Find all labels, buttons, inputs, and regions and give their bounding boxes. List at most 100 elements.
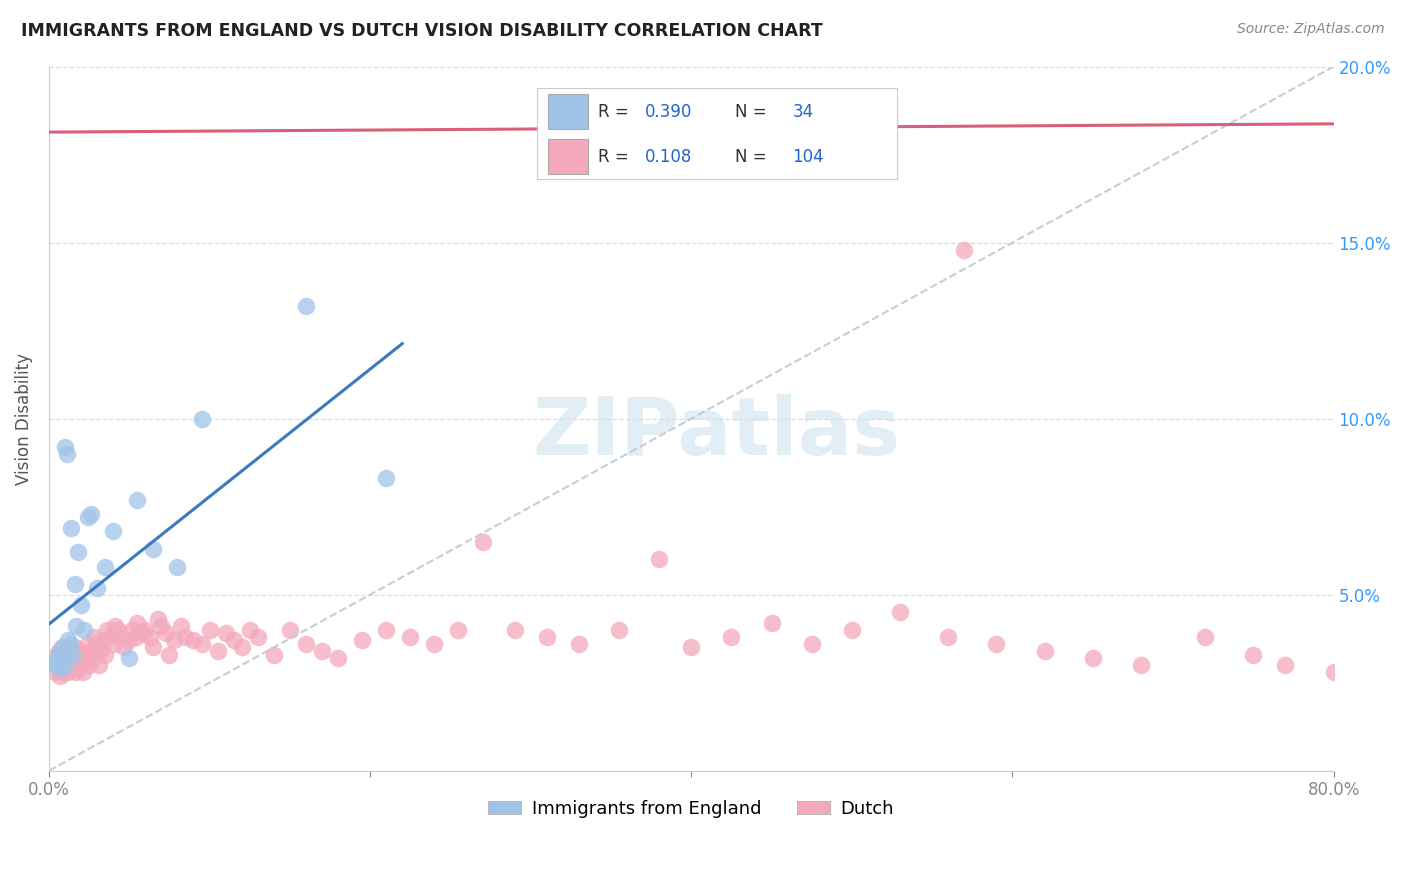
Point [263,648,285,662]
Point [720,630,742,644]
Point [44,658,66,673]
Point [98,630,121,644]
Point [110,630,132,644]
Point [59,658,82,673]
Point [52,644,75,658]
Point [157,648,180,662]
Point [93,633,115,648]
Point [51,648,73,662]
Point [66,545,89,559]
Point [58,644,80,658]
Point [44,665,66,679]
Point [326,651,349,665]
Point [46,651,69,665]
Text: ZIPatlas: ZIPatlas [533,393,901,472]
Point [536,630,558,644]
Point [352,633,374,648]
Text: IMMIGRANTS FROM ENGLAND VS DUTCH VISION DISABILITY CORRELATION CHART: IMMIGRANTS FROM ENGLAND VS DUTCH VISION … [21,22,823,40]
Point [183,633,205,648]
Point [65,619,87,633]
Point [169,619,191,633]
Point [125,630,148,644]
Y-axis label: Vision Disability: Vision Disability [15,352,32,484]
Point [648,552,671,566]
Point [49,668,72,682]
Point [1081,651,1104,665]
Point [46,655,69,669]
Point [953,243,976,257]
Point [471,534,494,549]
Point [77,658,100,673]
Point [70,658,93,673]
Point [278,623,301,637]
Point [58,633,80,648]
Point [86,581,108,595]
Point [163,633,186,648]
Point [174,630,197,644]
Point [295,299,318,313]
Point [80,507,103,521]
Point [142,640,165,655]
Point [63,640,86,655]
Point [46,648,69,662]
Point [65,665,87,679]
Point [399,630,422,644]
Point [52,665,75,679]
Point [1354,675,1376,690]
Point [231,640,253,655]
Point [107,623,129,637]
Point [214,626,236,640]
Point [503,623,526,637]
Point [246,630,269,644]
Point [127,492,149,507]
Point [62,662,84,676]
Point [295,637,318,651]
Point [42,655,65,669]
Point [66,651,89,665]
Point [103,637,125,651]
Point [60,521,83,535]
Point [198,623,221,637]
Point [59,637,82,651]
Point [311,644,333,658]
Point [62,648,84,662]
Point [607,623,630,637]
Point [150,619,173,633]
Point [375,623,398,637]
Text: Source: ZipAtlas.com: Source: ZipAtlas.com [1237,22,1385,37]
Point [48,662,70,676]
Point [53,651,76,665]
Point [207,644,229,658]
Point [76,637,98,651]
Point [155,626,177,640]
Point [127,615,149,630]
Point [80,644,103,658]
Point [94,559,117,574]
Point [166,559,188,574]
Point [73,623,96,637]
Point [48,648,70,662]
Point [42,658,65,673]
Point [103,524,125,539]
Point [146,612,169,626]
Point [190,637,212,651]
Point [239,623,262,637]
Point [51,658,73,673]
Point [1129,658,1152,673]
Point [62,648,84,662]
Point [936,630,959,644]
Point [222,633,245,648]
Point [82,651,104,665]
Point [76,510,98,524]
Point [118,633,141,648]
Point [75,648,97,662]
Point [142,541,165,556]
Point [52,640,75,655]
Point [121,623,143,637]
Point [139,630,162,644]
Point [104,619,127,633]
Point [1194,630,1216,644]
Point [986,637,1008,651]
Point [72,665,94,679]
Point [51,648,73,662]
